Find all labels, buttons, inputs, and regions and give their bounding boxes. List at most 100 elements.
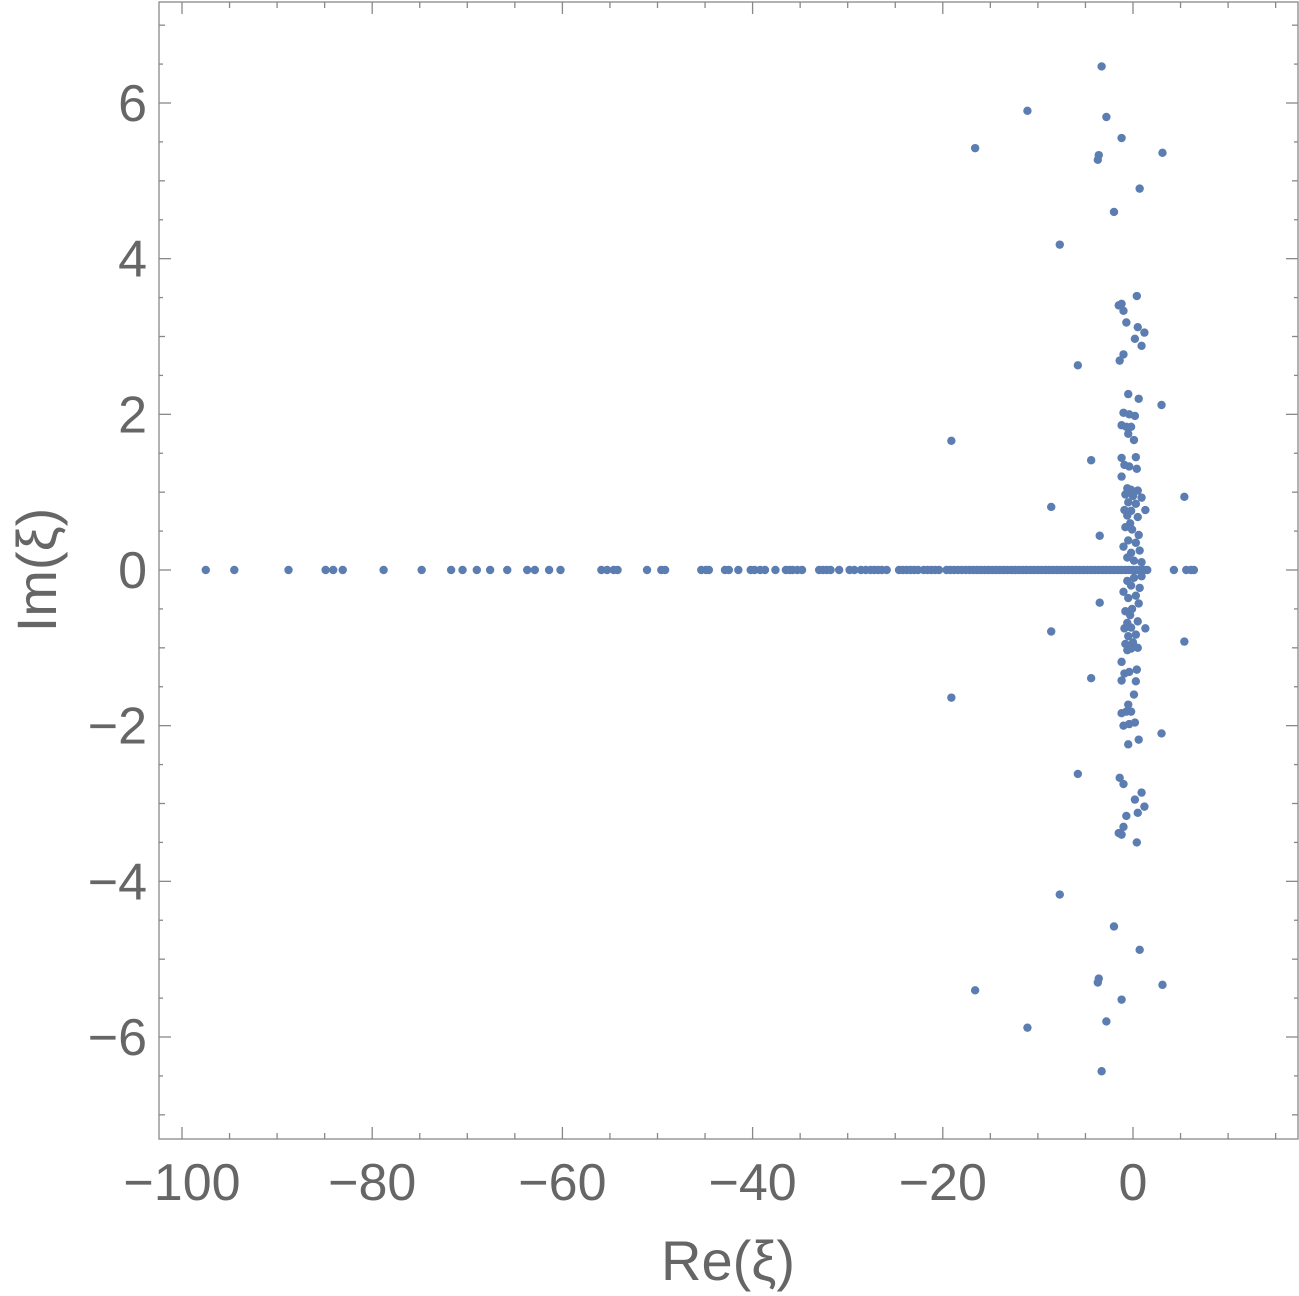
data-point bbox=[826, 565, 835, 575]
data-point bbox=[1117, 676, 1126, 685]
data-point bbox=[1086, 673, 1096, 683]
data-point bbox=[1135, 945, 1144, 955]
data-point bbox=[1117, 453, 1126, 463]
data-point bbox=[1133, 617, 1142, 626]
data-point bbox=[1109, 922, 1119, 931]
data-point bbox=[1093, 155, 1103, 165]
data-point bbox=[1140, 328, 1149, 337]
data-point bbox=[1134, 394, 1143, 403]
data-point bbox=[1117, 472, 1126, 481]
data-point bbox=[1128, 638, 1138, 647]
y-tick-label: −4 bbox=[88, 853, 147, 911]
data-point bbox=[1073, 361, 1083, 370]
data-point bbox=[1124, 740, 1133, 749]
data-point bbox=[417, 565, 426, 575]
data-point bbox=[760, 565, 770, 575]
y-tick-label: 6 bbox=[118, 75, 147, 133]
y-axis-label: Im(ξ) bbox=[5, 508, 68, 633]
data-point bbox=[704, 565, 714, 575]
data-point bbox=[1055, 890, 1064, 899]
x-tick-label: −100 bbox=[123, 1154, 240, 1212]
data-point bbox=[1128, 491, 1138, 501]
data-point bbox=[1023, 106, 1032, 115]
data-point bbox=[1169, 565, 1179, 575]
data-point bbox=[1124, 593, 1133, 603]
data-point bbox=[1127, 525, 1137, 534]
data-point bbox=[947, 436, 956, 445]
data-point bbox=[1132, 838, 1142, 847]
data-point bbox=[1124, 631, 1133, 641]
data-point bbox=[934, 565, 944, 575]
data-point bbox=[230, 565, 239, 575]
data-point bbox=[1129, 556, 1139, 565]
data-point bbox=[1133, 486, 1142, 495]
x-tick-label: −80 bbox=[328, 1154, 416, 1212]
data-point bbox=[1117, 657, 1126, 667]
data-point bbox=[1141, 624, 1150, 633]
data-point bbox=[1117, 299, 1126, 309]
data-point bbox=[1119, 822, 1128, 832]
data-point bbox=[321, 565, 330, 575]
data-point bbox=[1097, 62, 1106, 71]
data-point bbox=[1137, 558, 1146, 567]
data-point bbox=[1130, 718, 1140, 727]
data-point bbox=[1119, 779, 1128, 789]
data-point bbox=[1095, 531, 1104, 540]
y-tick-label: −6 bbox=[88, 1009, 147, 1067]
data-point bbox=[556, 565, 565, 575]
data-point bbox=[602, 565, 612, 575]
data-point bbox=[1122, 811, 1131, 821]
data-point bbox=[1133, 322, 1142, 332]
x-tick-label: 0 bbox=[1119, 1154, 1148, 1212]
data-point bbox=[1124, 700, 1133, 709]
data-point bbox=[1131, 452, 1141, 462]
data-point bbox=[1131, 677, 1141, 686]
x-axis-label: Re(ξ) bbox=[661, 1229, 795, 1292]
data-point bbox=[1123, 576, 1132, 586]
data-point bbox=[530, 565, 540, 575]
data-point bbox=[1124, 389, 1133, 399]
data-point bbox=[1134, 530, 1143, 540]
data-point bbox=[1180, 492, 1189, 502]
data-points bbox=[201, 62, 1199, 1076]
data-point bbox=[1121, 639, 1130, 649]
data-point bbox=[1097, 1067, 1106, 1076]
data-point bbox=[523, 565, 532, 575]
data-point bbox=[1189, 565, 1199, 575]
data-point bbox=[1047, 502, 1056, 512]
data-point bbox=[797, 565, 807, 575]
x-axis-ticks bbox=[181, 2, 1277, 1139]
data-point bbox=[1131, 630, 1141, 639]
data-point bbox=[1123, 618, 1132, 628]
data-point bbox=[1130, 334, 1140, 344]
data-point bbox=[1141, 505, 1150, 515]
data-point bbox=[1122, 318, 1131, 327]
data-point bbox=[1102, 112, 1111, 122]
data-point bbox=[1055, 240, 1064, 249]
data-point bbox=[485, 565, 495, 575]
data-point bbox=[544, 565, 554, 575]
data-point bbox=[458, 565, 467, 575]
data-point bbox=[1115, 773, 1124, 783]
data-point bbox=[1157, 729, 1166, 738]
data-point bbox=[1180, 637, 1189, 646]
x-axis-tick-labels: −100 −80 −60 −40 −20 0 bbox=[123, 1154, 1147, 1212]
data-point bbox=[1130, 795, 1140, 804]
data-point bbox=[1123, 511, 1132, 520]
data-point bbox=[1134, 735, 1143, 744]
data-point bbox=[1157, 400, 1166, 410]
data-point bbox=[1119, 587, 1128, 596]
data-point bbox=[503, 565, 512, 575]
data-point bbox=[1123, 553, 1132, 562]
data-point bbox=[1119, 350, 1128, 359]
data-point bbox=[1137, 572, 1146, 581]
x-tick-label: −40 bbox=[708, 1154, 796, 1212]
data-point bbox=[1073, 769, 1083, 779]
x-tick-label: −60 bbox=[518, 1154, 606, 1212]
data-point bbox=[660, 565, 670, 575]
data-point bbox=[613, 565, 622, 575]
data-point bbox=[1119, 542, 1128, 551]
data-point bbox=[1115, 356, 1124, 365]
y-axis-ticks bbox=[159, 24, 1298, 1116]
